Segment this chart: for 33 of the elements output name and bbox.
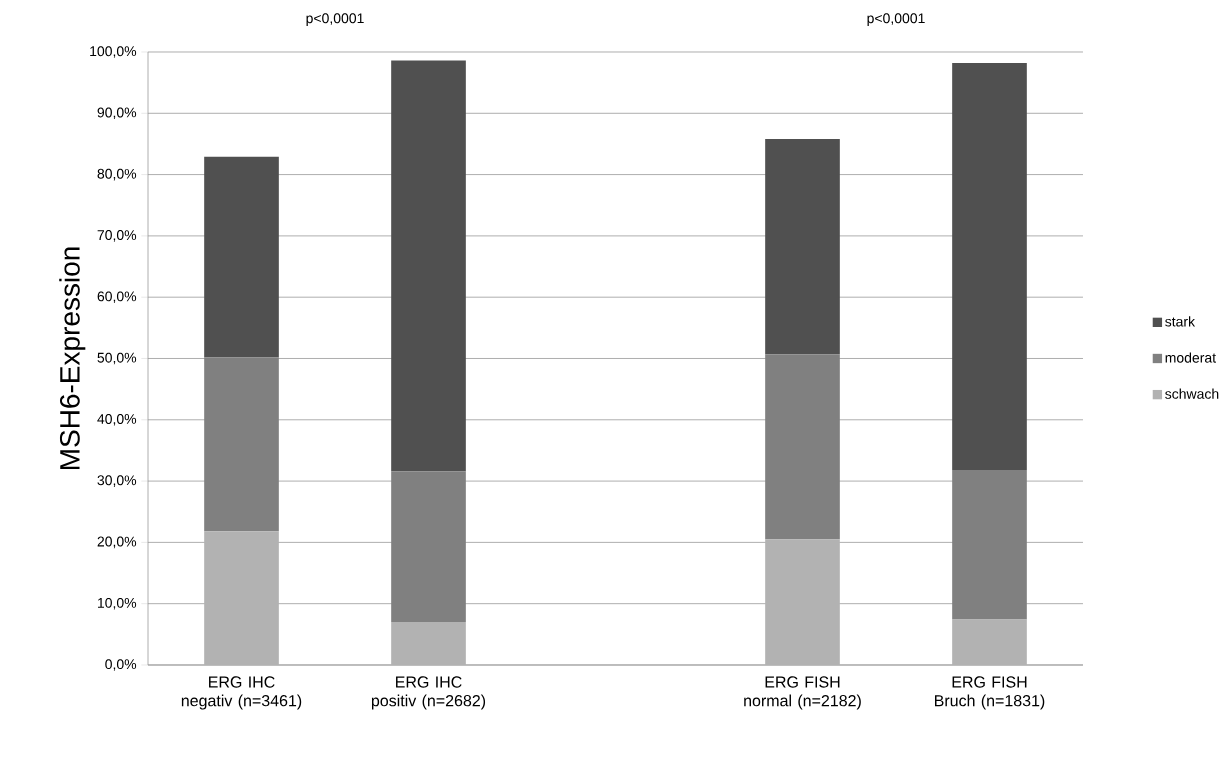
y-tick-label: 80,0%: [97, 168, 137, 181]
bar: [391, 60, 466, 472]
bar: [952, 470, 1027, 620]
bar: [952, 63, 1027, 471]
y-tick-label: 40,0%: [97, 414, 137, 426]
y-tick-label: 70,0%: [97, 230, 137, 242]
x-tick-label: ERG FISH Bruch (n=1831): [935, 676, 1045, 710]
legend-label: moderat: [1165, 352, 1216, 363]
legend-label: schwach: [1165, 388, 1219, 399]
y-tick-label: 90,0%: [97, 107, 137, 120]
y-tick-label: 30,0%: [97, 475, 137, 487]
bar: [765, 139, 840, 355]
x-tick-label: ERG IHC positiv (n=2682): [371, 676, 486, 710]
y-tick-label: 0,0%: [105, 659, 137, 671]
legend-label: stark: [1165, 316, 1196, 327]
y-tick-label: 60,0%: [97, 291, 137, 303]
text: p<0,0001: [306, 13, 364, 26]
bar: [204, 531, 279, 665]
y-tick-label: 20,0%: [97, 536, 137, 549]
bar: [765, 354, 840, 540]
bar: [391, 471, 466, 623]
bar: [204, 357, 279, 532]
y-tick-label: 10,0%: [98, 597, 137, 610]
text: p<0,0001: [867, 13, 925, 26]
bar: [391, 622, 466, 665]
y-tick-label: 50,0%: [97, 352, 137, 365]
bar: [204, 156, 279, 358]
y-tick-label: 100,0%: [90, 46, 137, 58]
x-tick-label: ERG FISH normal (n=2182): [744, 676, 861, 710]
bar: [765, 539, 840, 665]
x-tick-label: ERG IHC negativ (n=3461): [181, 676, 302, 710]
y-axis-title: MSH6-Expression: [59, 247, 86, 469]
bar: [952, 619, 1027, 665]
